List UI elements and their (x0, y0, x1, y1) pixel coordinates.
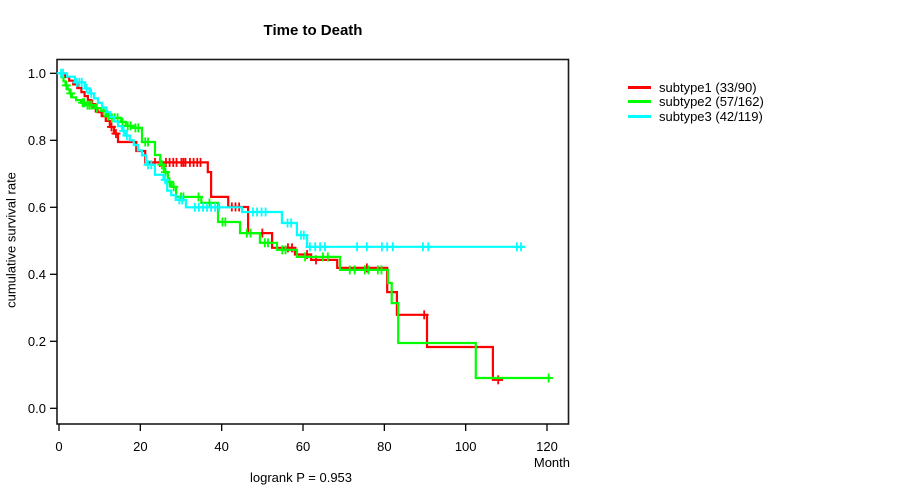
svg-text:0.2: 0.2 (28, 334, 46, 349)
legend-item-subtype2: subtype2 (57/162) (628, 94, 764, 110)
svg-text:60: 60 (296, 439, 310, 454)
svg-text:1.0: 1.0 (28, 66, 46, 81)
svg-text:0.4: 0.4 (28, 267, 46, 282)
legend-label-subtype1: subtype1 (33/90) (659, 79, 757, 95)
legend-label-subtype2: subtype2 (57/162) (659, 94, 764, 110)
legend: subtype1 (33/90) subtype2 (57/162) subty… (628, 80, 764, 124)
legend-swatch-2 (628, 114, 651, 118)
legend-swatch-0 (628, 85, 651, 89)
svg-text:80: 80 (377, 439, 391, 454)
legend-label-subtype3: subtype3 (42/119) (659, 108, 763, 124)
svg-text:0.8: 0.8 (28, 133, 46, 148)
svg-text:0.6: 0.6 (28, 200, 46, 215)
svg-text:100: 100 (455, 439, 477, 454)
x-axis-label: Month (533, 455, 570, 470)
svg-text:0: 0 (55, 439, 62, 454)
svg-text:20: 20 (133, 439, 147, 454)
y-axis-label: cumulative survival rate (3, 172, 19, 308)
legend-item-subtype3: subtype3 (42/119) (628, 109, 764, 124)
svg-text:0.0: 0.0 (28, 401, 46, 416)
chart-title: Time to Death (263, 22, 363, 39)
legend-swatch-1 (628, 100, 651, 104)
logrank-pvalue-text: logrank P = 0.953 (249, 470, 353, 485)
svg-text:40: 40 (214, 439, 228, 454)
legend-item-subtype1: subtype1 (33/90) (628, 80, 764, 95)
svg-text:120: 120 (536, 439, 558, 454)
